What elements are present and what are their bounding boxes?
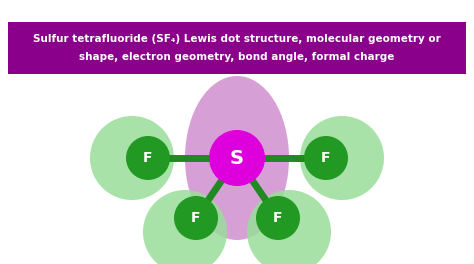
Text: F: F [191,211,201,225]
Text: shape, electron geometry, bond angle, formal charge: shape, electron geometry, bond angle, fo… [79,52,395,62]
Text: F: F [143,151,153,165]
Circle shape [247,190,331,264]
Text: Sulfur tetrafluoride (SF₄) Lewis dot structure, molecular geometry or: Sulfur tetrafluoride (SF₄) Lewis dot str… [33,34,441,44]
Bar [8,22,466,74]
Circle shape [209,130,265,186]
Text: F: F [273,211,283,225]
Text: F: F [321,151,331,165]
Text: S: S [230,148,244,167]
Circle shape [90,116,174,200]
Ellipse shape [185,76,289,240]
Circle shape [126,136,170,180]
Circle shape [143,190,227,264]
Circle shape [300,116,384,200]
Circle shape [174,196,218,240]
Circle shape [256,196,300,240]
Circle shape [304,136,348,180]
